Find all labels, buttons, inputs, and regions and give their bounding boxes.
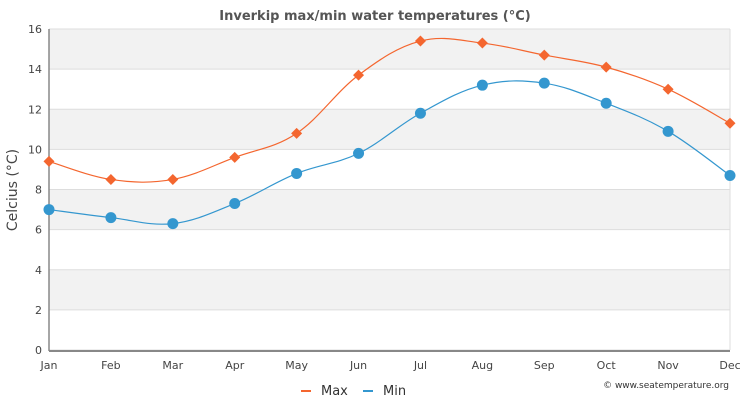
data-point-min — [662, 125, 674, 137]
data-point-max — [43, 155, 55, 167]
x-tick-label: Dec — [719, 359, 740, 372]
y-axis-label: Celcius (°C) — [5, 149, 21, 231]
x-tick-label: Aug — [472, 359, 493, 372]
plot-band — [49, 189, 730, 230]
data-point-max — [662, 83, 674, 95]
y-tick-label: 10 — [28, 143, 42, 156]
data-point-min — [291, 167, 303, 179]
plot-band — [49, 309, 730, 350]
x-tick-label: Nov — [657, 359, 679, 372]
y-tick-label: 8 — [35, 184, 42, 197]
series-layer — [43, 35, 736, 230]
data-point-min — [105, 212, 117, 224]
y-tick-label: 4 — [35, 264, 42, 277]
data-point-max — [538, 49, 550, 61]
series-max — [43, 35, 736, 185]
data-point-max — [600, 61, 612, 73]
y-tick-label: 0 — [35, 344, 42, 357]
credit-text: © www.seatemperature.org — [603, 381, 729, 391]
x-tick-label: Jul — [413, 359, 427, 372]
data-point-min — [538, 77, 550, 89]
legend-label-min: Min — [383, 384, 406, 399]
x-tick-label: Apr — [225, 359, 245, 372]
data-point-max — [353, 69, 365, 81]
x-tick-label: Jun — [349, 359, 367, 372]
plot-band — [49, 149, 730, 190]
x-tick-label: Mar — [162, 359, 183, 372]
data-point-max — [414, 35, 426, 47]
x-tick-label: Feb — [101, 359, 120, 372]
data-point-min — [600, 97, 612, 109]
data-point-min — [167, 218, 179, 230]
data-point-max — [291, 127, 303, 139]
data-point-min — [724, 169, 736, 181]
plot-bands — [49, 29, 730, 350]
x-tick-label: May — [285, 359, 308, 372]
y-tick-label: 2 — [35, 304, 42, 317]
data-point-min — [476, 79, 488, 91]
data-point-max — [229, 151, 241, 163]
plot-band — [49, 69, 730, 110]
legend-label-max: Max — [321, 384, 348, 399]
data-point-min — [43, 204, 55, 216]
axes — [48, 29, 731, 352]
x-tick-label: Jan — [40, 359, 58, 372]
plot-band — [49, 109, 730, 150]
y-tick-label: 16 — [28, 23, 42, 36]
data-point-max — [167, 173, 179, 185]
data-point-min — [229, 198, 241, 210]
data-point-max — [476, 37, 488, 49]
x-tick-label: Oct — [597, 359, 617, 372]
y-tick-labels: 0 2 4 6 8 10 12 14 16 — [28, 23, 42, 357]
legend: Max Min — [301, 384, 406, 399]
series-min — [43, 77, 736, 230]
data-point-max — [105, 173, 117, 185]
x-tick-label: Sep — [534, 359, 555, 372]
x-tick-labels: Jan Feb Mar Apr May Jun Jul Aug Sep Oct Nov Dec — [40, 359, 741, 372]
data-point-max — [724, 117, 736, 129]
y-tick-label: 6 — [35, 224, 42, 237]
y-tick-label: 12 — [28, 103, 42, 116]
data-point-min — [414, 107, 426, 119]
plot-band — [49, 29, 730, 70]
plot-band — [49, 229, 730, 270]
y-tick-label: 14 — [28, 63, 42, 76]
chart-title: Inverkip max/min water temperatures (°C) — [219, 9, 530, 24]
plot-band — [49, 269, 730, 310]
data-point-min — [353, 147, 365, 159]
